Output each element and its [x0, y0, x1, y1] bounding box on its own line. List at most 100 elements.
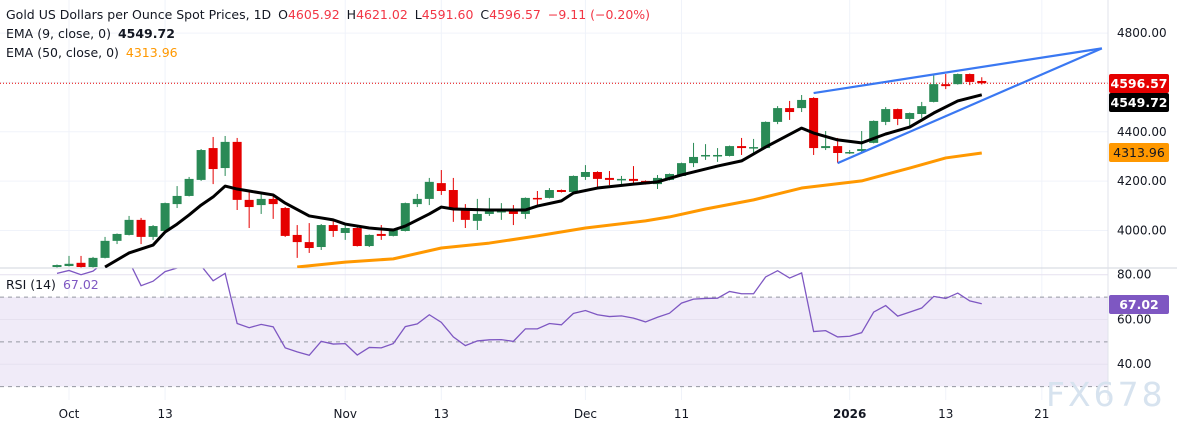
candle-body: [268, 198, 278, 205]
candle: [701, 144, 711, 160]
candle: [520, 197, 530, 219]
candle: [64, 255, 74, 267]
candle-body: [76, 262, 86, 268]
candle-body: [400, 203, 410, 231]
candle: [52, 264, 62, 268]
price-pane: [0, 47, 1108, 268]
candle-body: [376, 233, 386, 236]
candle: [929, 75, 939, 103]
candle-body: [893, 109, 903, 119]
rsi-value-tag: 67.02: [1109, 295, 1169, 314]
candle: [893, 108, 903, 126]
candle-body: [532, 197, 542, 200]
time-tick-label: 13: [157, 407, 172, 421]
candle: [556, 189, 566, 193]
candle: [797, 95, 807, 113]
rsi-legend[interactable]: RSI (14) 67.02: [6, 277, 102, 293]
candle: [604, 171, 614, 186]
candle: [737, 137, 747, 155]
candle: [448, 177, 458, 222]
candle-body: [929, 84, 939, 102]
candle-body: [616, 178, 626, 181]
candle: [328, 218, 338, 237]
candle-body: [484, 210, 494, 214]
candle-body: [689, 156, 699, 164]
candle: [725, 145, 735, 157]
candle-body: [448, 190, 458, 210]
candle-body: [797, 99, 807, 109]
open-label: O: [278, 7, 288, 22]
candle-body: [292, 234, 302, 243]
watermark-logo: FX678: [1046, 375, 1166, 414]
candle-body: [124, 219, 134, 235]
candle: [761, 121, 771, 149]
candle-body: [112, 233, 122, 241]
ema9-legend[interactable]: EMA (9, close, 0) 4549.72: [6, 26, 178, 42]
time-tick-label: Dec: [574, 407, 597, 421]
candle-body: [256, 198, 266, 206]
ema9-line: [104, 93, 983, 268]
candle-body: [172, 195, 182, 205]
symbol-legend: Gold US Dollars per Ounce Spot Prices, 1…: [6, 7, 653, 23]
candle-body: [160, 203, 170, 231]
candle-body: [713, 154, 723, 157]
candle-body: [100, 240, 110, 258]
candle: [953, 73, 963, 85]
candle: [821, 131, 831, 151]
candle-body: [196, 150, 206, 180]
candle: [436, 170, 446, 195]
time-tick-label: 2026: [833, 407, 866, 421]
candle: [232, 137, 242, 211]
high-label: H: [346, 7, 357, 22]
candle: [292, 225, 302, 258]
candle-body: [496, 210, 506, 213]
candle: [256, 192, 266, 214]
ema50-legend[interactable]: EMA (50, close, 0) 4313.96: [6, 45, 181, 61]
candle-body: [412, 198, 422, 205]
candle: [220, 135, 230, 176]
candle-body: [208, 148, 218, 170]
trendline: [813, 47, 1103, 95]
change-value: −9.11 (−0.20%): [547, 7, 651, 22]
candle-body: [232, 141, 242, 200]
ema9-value: 4549.72: [117, 26, 175, 41]
candle: [136, 217, 146, 245]
candle-body: [953, 74, 963, 85]
candle-body: [917, 106, 927, 115]
candle-body: [677, 163, 687, 176]
candle-body: [905, 113, 915, 119]
candle: [809, 97, 819, 155]
candle: [460, 204, 470, 229]
candle-body: [785, 108, 795, 113]
candle-body: [508, 210, 518, 214]
candle: [785, 100, 795, 120]
candle: [881, 107, 891, 126]
low-value: 4591.60: [421, 7, 474, 22]
candle: [412, 193, 422, 208]
candle: [845, 150, 855, 154]
candle: [124, 215, 134, 236]
candle: [616, 175, 626, 186]
candle-body: [388, 229, 398, 236]
candle: [773, 106, 783, 125]
candle: [112, 233, 122, 245]
candle: [544, 188, 554, 199]
rsi-tick-label: 80.00: [1117, 268, 1151, 282]
candle-body: [556, 190, 566, 192]
symbol-title: Gold US Dollars per Ounce Spot Prices, 1…: [6, 7, 272, 22]
candle-body: [52, 265, 62, 268]
axes: 4800.00 4400.00 4200.00 4000.00 80.00 60.00 40…: [59, 0, 1167, 421]
time-tick-label: 13: [938, 407, 953, 421]
ema9-price-tag: 4549.72: [1109, 93, 1169, 112]
candle: [592, 171, 602, 190]
candle-body: [749, 147, 759, 149]
candle: [713, 148, 723, 162]
candle: [196, 149, 206, 181]
low-label: L: [414, 7, 422, 22]
candle: [340, 224, 350, 240]
candle-body: [845, 152, 855, 154]
candle: [88, 256, 98, 268]
ema50-value: 4313.96: [125, 45, 178, 60]
candle-body: [761, 121, 771, 149]
